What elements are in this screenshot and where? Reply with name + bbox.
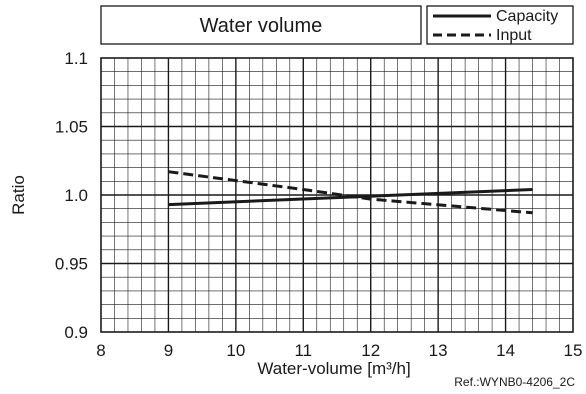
- y-tick-label: 1.1: [64, 49, 88, 68]
- title-box: [100, 5, 422, 45]
- y-tick-label: 1.0: [64, 186, 88, 205]
- x-tick-label: 10: [226, 341, 245, 360]
- grid: [101, 58, 573, 332]
- series: [168, 170, 533, 215]
- series-line-input: [168, 170, 533, 215]
- legend-box: [426, 5, 574, 45]
- x-axis-ticks: 8 9 10 11 12 13 14 15: [96, 341, 582, 360]
- y-tick-label: 0.9: [64, 323, 88, 342]
- x-tick-label: 15: [564, 341, 583, 360]
- y-axis-label: Ratio: [9, 175, 28, 215]
- y-tick-label: 1.05: [55, 118, 88, 137]
- plot-frame: [100, 57, 574, 333]
- x-tick-label: 8: [96, 341, 105, 360]
- legend-entry-capacity: Capacity: [433, 8, 558, 25]
- legend-label-capacity: Capacity: [496, 8, 558, 25]
- chart-title: Water volume: [200, 15, 323, 37]
- x-tick-label: 13: [429, 341, 448, 360]
- y-tick-label: 0.95: [55, 255, 88, 274]
- x-axis-label: Water-volume [m³/h]: [257, 359, 410, 378]
- x-tick-label: 9: [164, 341, 173, 360]
- legend-entry-input: Input: [433, 27, 532, 44]
- legend-label-input: Input: [496, 27, 532, 44]
- x-tick-label: 11: [294, 341, 312, 360]
- x-tick-label: 14: [496, 341, 515, 360]
- reference-code: Ref.:WYNB0-4206_2C: [454, 375, 575, 389]
- x-tick-label: 12: [361, 341, 380, 360]
- y-axis-ticks: 0.9 0.95 1.0 1.05 1.1: [55, 49, 88, 342]
